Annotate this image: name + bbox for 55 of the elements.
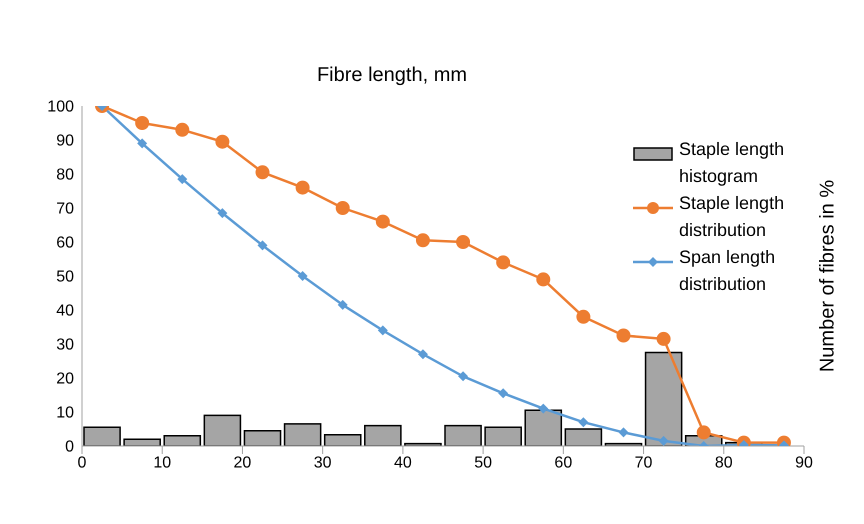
- y-tick-label: 30: [56, 336, 74, 354]
- point: [378, 325, 388, 336]
- point: [578, 417, 588, 428]
- x-tick-label: 40: [394, 454, 412, 472]
- x-tick-label: 30: [314, 454, 332, 472]
- y-tick-label: 20: [56, 370, 74, 388]
- y-tick-label: 90: [56, 132, 74, 150]
- point: [338, 300, 348, 310]
- x-tick-label: 10: [153, 454, 172, 472]
- point: [496, 255, 510, 270]
- point: [616, 328, 630, 342]
- point: [296, 180, 310, 195]
- y-axis-title: Number of fibres in %: [816, 180, 840, 372]
- x-tick-label: 60: [554, 454, 572, 472]
- point: [418, 349, 428, 360]
- point: [256, 165, 270, 180]
- legend-label: Staple length histogram: [679, 138, 786, 188]
- x-tick-label: 90: [795, 454, 813, 472]
- point: [696, 425, 711, 440]
- point: [215, 134, 230, 149]
- point: [416, 233, 430, 248]
- point: [536, 272, 550, 286]
- point: [175, 122, 190, 137]
- point: [456, 235, 470, 249]
- point: [538, 404, 548, 414]
- point: [217, 208, 228, 218]
- y-tick-label: 40: [56, 302, 74, 320]
- y-tick-label: 0: [65, 438, 74, 456]
- y-tick-label: 100: [47, 98, 74, 116]
- chart-title: Fibre length, mm: [316, 64, 468, 87]
- legend-label: Staple length distribution: [679, 192, 786, 242]
- point: [336, 201, 350, 215]
- point: [576, 310, 590, 324]
- point: [658, 436, 669, 446]
- point: [135, 116, 150, 130]
- y-tick-label: 70: [56, 200, 74, 218]
- x-tick-label: 20: [234, 454, 252, 472]
- point: [298, 271, 308, 281]
- point: [258, 240, 268, 250]
- x-tick-label: 50: [474, 454, 492, 472]
- point: [656, 332, 671, 346]
- y-tick-label: 60: [56, 234, 74, 252]
- point: [376, 214, 390, 229]
- x-tick-label: 0: [78, 454, 87, 472]
- point: [177, 174, 188, 184]
- y-tick-label: 50: [56, 268, 74, 286]
- point: [498, 388, 508, 398]
- x-tick-label: 80: [714, 454, 733, 472]
- legend-label: Span length distribution: [679, 246, 776, 296]
- point: [137, 138, 148, 148]
- y-tick-label: 80: [56, 166, 74, 184]
- point: [618, 427, 628, 438]
- y-tick-label: 10: [56, 404, 74, 422]
- x-tick-label: 70: [634, 454, 653, 472]
- point: [458, 371, 468, 382]
